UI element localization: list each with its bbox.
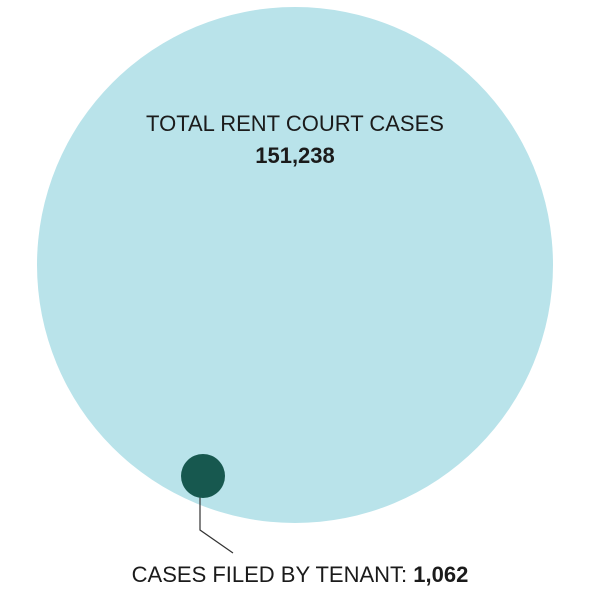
total-cases-label: TOTAL RENT COURT CASES	[146, 111, 444, 136]
total-cases-value: 151,238	[255, 143, 335, 168]
tenant-cases-leader-line	[199, 497, 234, 554]
tenant-cases-label: CASES FILED BY TENANT:	[131, 562, 408, 587]
total-cases-bubble	[37, 7, 553, 523]
tenant-cases-bubble	[181, 454, 225, 498]
tenant-cases-caption: CASES FILED BY TENANT: 1,062	[0, 562, 600, 588]
tenant-cases-value: 1,062	[413, 562, 469, 587]
